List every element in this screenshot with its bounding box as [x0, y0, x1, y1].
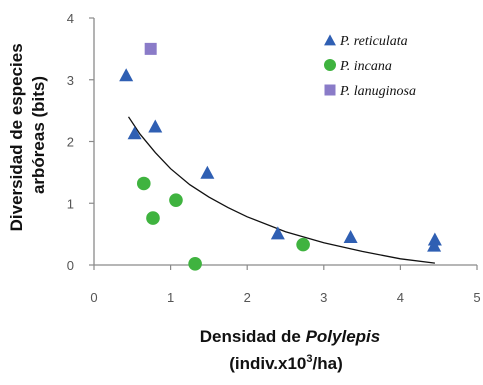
y-axis-title-line2: arbóreas (bits): [29, 76, 48, 194]
data-point-circle: [188, 256, 202, 271]
data-point-triangle: [427, 232, 442, 246]
data-point-circle: [296, 237, 310, 252]
data-point-triangle: [343, 230, 358, 244]
x-axis-title: Densidad de Polylepis: [200, 327, 380, 346]
x-axis-unit-tail: /ha): [313, 354, 343, 373]
data-point-triangle: [119, 68, 134, 82]
y-tick-label: 0: [67, 258, 74, 273]
y-axis-title: Diversidad de especies arbóreas (bits): [7, 39, 48, 232]
trendline: [127, 116, 435, 264]
data-point-square: [144, 42, 157, 55]
x-tick-label: 2: [244, 290, 251, 305]
x-axis-title-prefix: Densidad de: [200, 327, 306, 346]
data-point-triangle: [200, 165, 215, 179]
legend-label: P. lanuginosa: [339, 84, 416, 99]
data-point-triangle: [270, 226, 285, 240]
y-tick-label: 1: [67, 196, 74, 211]
data-point-circle: [169, 193, 183, 207]
x-axis-unit-main: (indiv.x10: [229, 354, 306, 373]
y-tick-label: 4: [67, 11, 74, 26]
legend: P. reticulata P. incana P. lanuginosa: [324, 34, 416, 99]
x-axis-title-italic: Polylepis: [306, 327, 381, 346]
x-tick-label: 3: [320, 290, 327, 305]
x-tick-label: 5: [473, 290, 480, 305]
y-axis-title-line1: Diversidad de especies: [7, 43, 26, 231]
axes: 0 1 2 3 4 0 1 2 3 4 5: [67, 11, 481, 305]
y-tick-label: 2: [67, 135, 74, 150]
legend-marker-triangle: [324, 34, 336, 46]
x-tick-label: 1: [167, 290, 174, 305]
data-point-triangle: [427, 238, 442, 252]
x-axis-unit-sup: 3: [306, 353, 312, 365]
legend-marker-circle: [324, 59, 336, 71]
trendline-group: [127, 116, 435, 264]
data-points: [119, 42, 442, 271]
y-tick-label: 3: [67, 73, 74, 88]
legend-label: P. reticulata: [339, 34, 408, 49]
x-tick-label: 4: [397, 290, 404, 305]
legend-marker-square: [324, 84, 336, 96]
data-point-circle: [136, 176, 151, 191]
data-point-triangle: [127, 126, 142, 140]
x-tick-label: 0: [90, 290, 97, 305]
legend-label: P. incana: [339, 59, 392, 74]
data-point-triangle: [148, 119, 163, 133]
data-point-circle: [146, 211, 160, 225]
x-axis-unit: (indiv.x103/ha): [229, 353, 343, 373]
